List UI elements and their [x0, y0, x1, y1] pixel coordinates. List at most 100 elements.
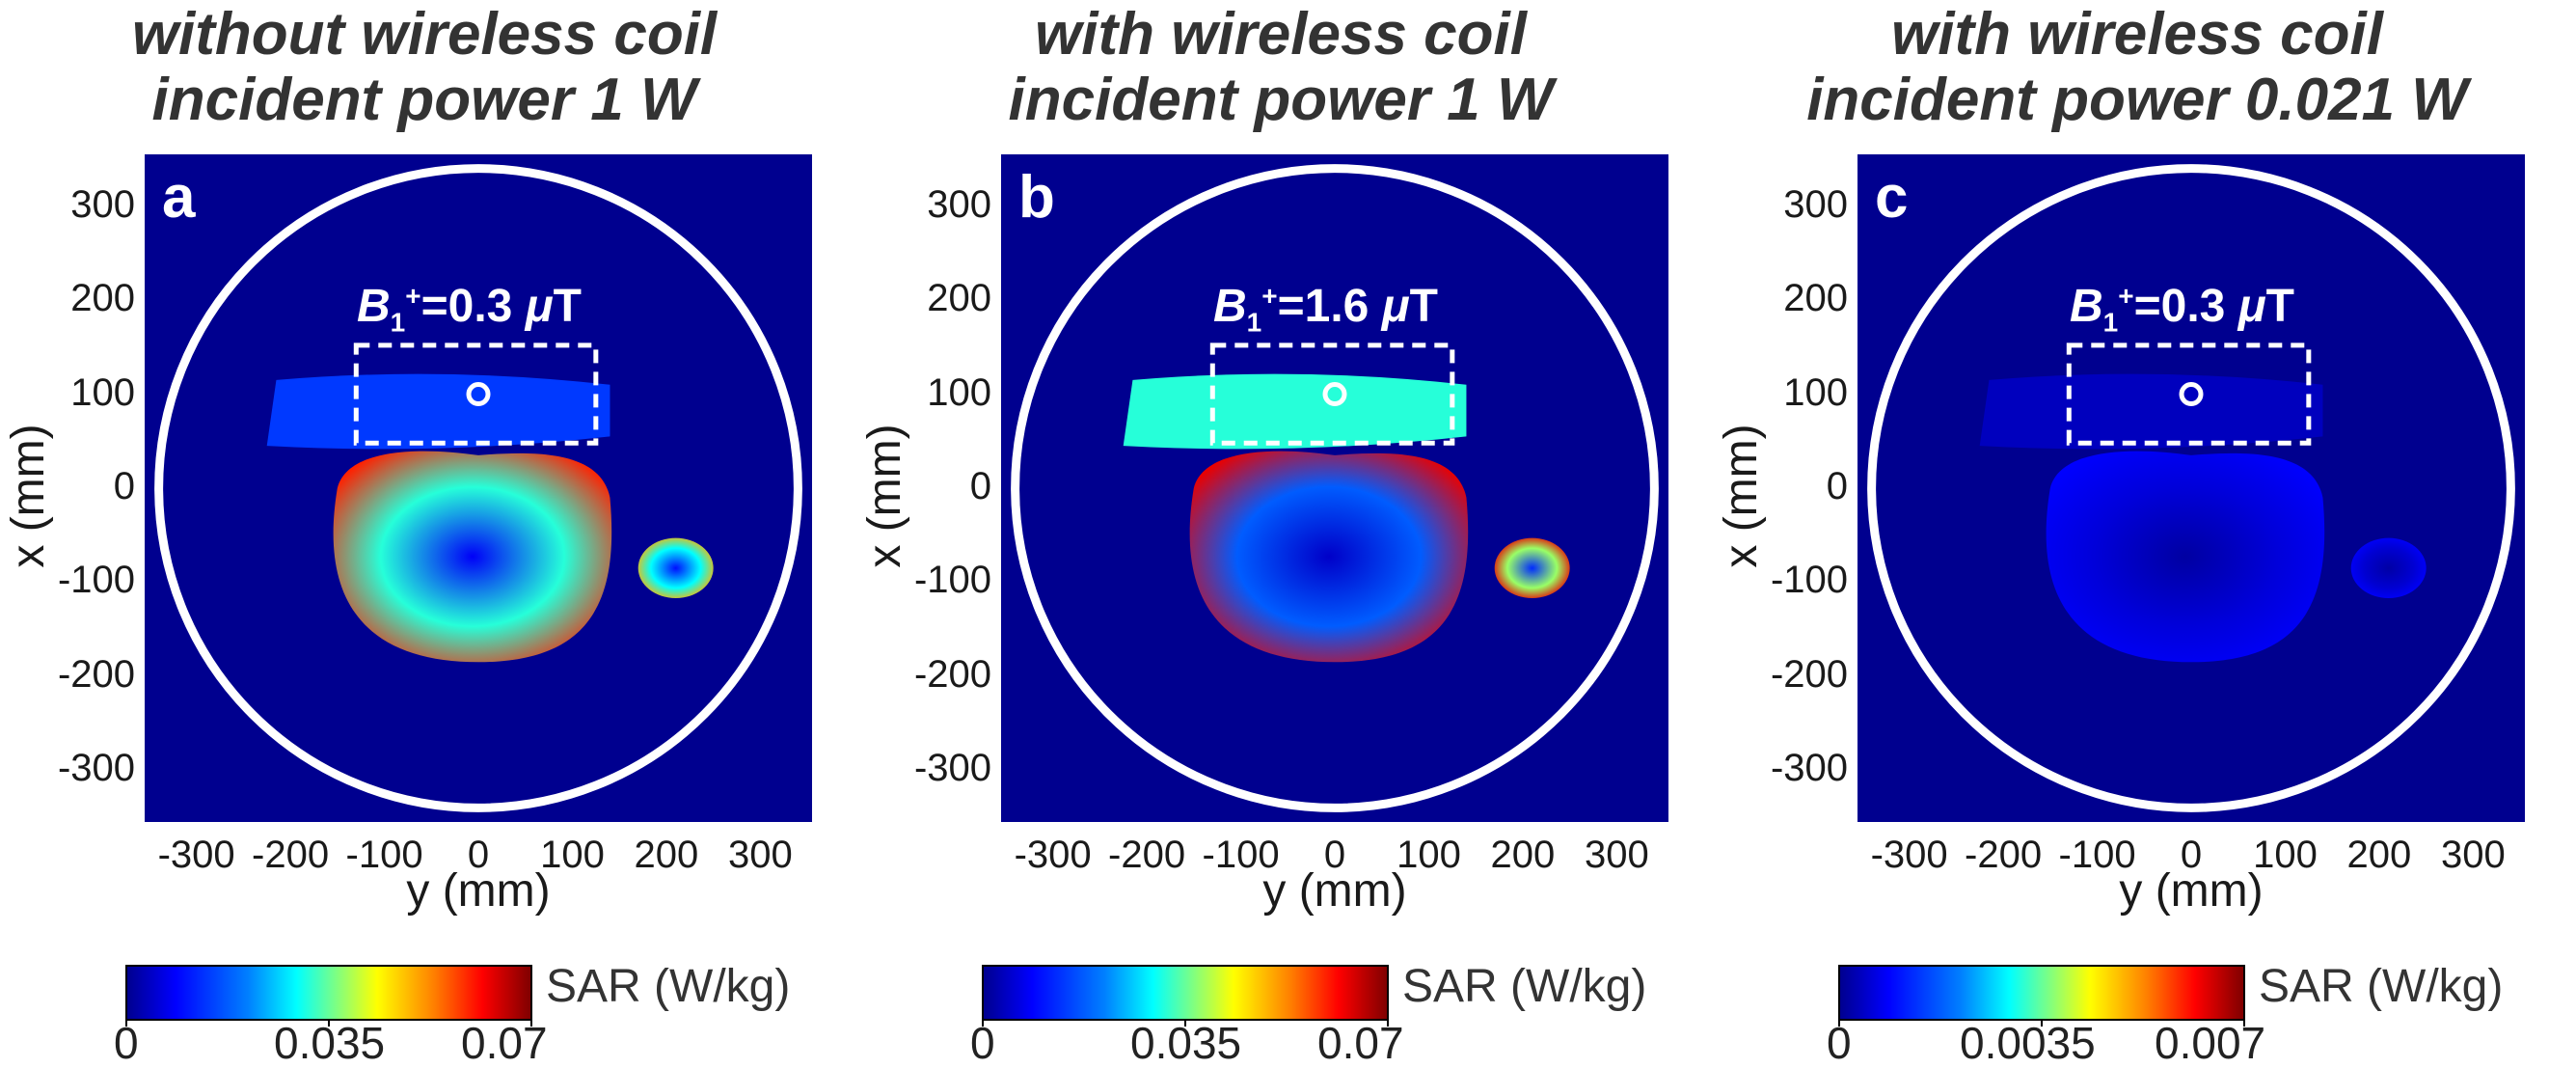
x-tick-label: -300	[1014, 834, 1092, 876]
colorbar-tick-mid: 0.035	[274, 1018, 386, 1068]
b1-symbol: B	[1213, 281, 1247, 332]
x-tick-label: 0	[2180, 834, 2203, 876]
b1-mu: μ	[525, 281, 554, 332]
y-tick-label: -300	[57, 747, 135, 790]
y-tick-label: -200	[1770, 652, 1848, 696]
roi-box	[1209, 342, 1455, 446]
title-line-2: incident power 1 W	[1008, 67, 1554, 133]
b1-unit: T	[1409, 281, 1438, 332]
y-tick-label: 100	[70, 370, 135, 414]
heatmap-plot: c B1+=0.3 μT	[1857, 154, 2525, 822]
b1-sub: 1	[2102, 307, 2119, 338]
colorbar-tick-mark	[530, 1019, 532, 1027]
torso-region	[333, 451, 612, 663]
x-tick-label: 200	[2346, 834, 2412, 876]
colorbar	[1838, 965, 2245, 1021]
x-tick-label: 100	[2253, 834, 2318, 876]
b1-annotation: B1+=0.3 μT	[357, 272, 582, 347]
b1-annotation: B1+=0.3 μT	[2070, 272, 2294, 347]
measurement-point	[466, 382, 491, 407]
y-tick-label: -200	[913, 652, 991, 696]
arm-region	[637, 537, 714, 599]
title-line-1: without wireless coil	[131, 1, 718, 68]
y-tick-label: 100	[1783, 370, 1848, 414]
b1-unit: T	[553, 281, 582, 332]
x-tick-label: 300	[1585, 834, 1649, 876]
y-tick-label: 200	[927, 277, 991, 320]
panel-c: with wireless coil incident power 0.021 …	[1713, 0, 2562, 1065]
x-tick-label: -200	[1108, 834, 1186, 876]
x-tick-label: -200	[252, 834, 330, 876]
colorbar-tick-min: 0	[970, 1018, 995, 1068]
b1-mu: μ	[1381, 281, 1410, 332]
heatmap-plot: a B1+=0.3 μT	[145, 154, 812, 822]
y-tick-label: 300	[927, 182, 991, 226]
y-tick-label: -100	[1770, 559, 1848, 602]
y-tick-label: 100	[927, 370, 991, 414]
y-tick-label: 200	[1783, 277, 1848, 320]
phantom-outline	[1011, 164, 1659, 812]
y-tick-label: -100	[913, 559, 991, 602]
y-tick-label: 300	[70, 182, 135, 226]
x-tick-label: 100	[540, 834, 605, 876]
y-axis-label: x (mm)	[1716, 424, 1767, 568]
roi-box	[2066, 342, 2312, 446]
arm-region	[1494, 537, 1570, 599]
colorbar-tick-max: 0.07	[461, 1018, 548, 1068]
x-tick-label: 300	[2441, 834, 2506, 876]
x-tick-label: -300	[157, 834, 235, 876]
phantom-outline	[154, 164, 802, 812]
panel-title: without wireless coil incident power 1 W	[0, 2, 849, 133]
colorbar-tick-min: 0	[1827, 1018, 1852, 1068]
torso-region	[2046, 451, 2325, 663]
b1-value: =0.3	[2133, 281, 2238, 332]
x-tick-label: -200	[1965, 834, 2043, 876]
colorbar-tick-mid: 0.035	[1130, 1018, 1242, 1068]
panel-letter: a	[162, 164, 196, 231]
panel-title: with wireless coil incident power 0.021 …	[1713, 2, 2562, 133]
y-tick-label: 200	[70, 277, 135, 320]
title-line-1: with wireless coil	[1891, 1, 2383, 68]
colorbar-tick-mark	[982, 1019, 984, 1027]
title-line-1: with wireless coil	[1035, 1, 1527, 68]
x-axis-label: y (mm)	[2119, 865, 2264, 917]
y-tick-label: -300	[1770, 747, 1848, 790]
colorbar-tick-mark	[328, 1019, 330, 1027]
x-tick-label: -100	[1202, 834, 1280, 876]
title-line-2: incident power 1 W	[151, 67, 697, 133]
torso-region	[1189, 451, 1469, 663]
b1-symbol: B	[357, 281, 391, 332]
b1-sub: 1	[1246, 307, 1262, 338]
y-tick-label: -100	[57, 559, 135, 602]
colorbar-label: SAR (W/kg)	[2259, 961, 2504, 1012]
y-tick-label: 0	[1826, 465, 1848, 507]
panel-letter: b	[1018, 164, 1055, 231]
colorbar-tick-mark	[1184, 1019, 1186, 1027]
colorbar-tick-mid: 0.0035	[1960, 1018, 2096, 1068]
colorbar-tick-mark	[2243, 1019, 2245, 1027]
colorbar	[125, 965, 532, 1021]
chest-region	[1979, 373, 2323, 450]
colorbar-tick-max: 0.07	[1317, 1018, 1404, 1068]
y-tick-label: -300	[913, 747, 991, 790]
b1-unit: T	[2265, 281, 2294, 332]
roi-box	[353, 342, 599, 446]
colorbar-tick-max: 0.007	[2155, 1018, 2266, 1068]
colorbar	[982, 965, 1389, 1021]
chest-region	[1123, 373, 1467, 450]
colorbar-tick-mark	[2041, 1019, 2043, 1027]
x-tick-label: 200	[634, 834, 699, 876]
b1-sup: +	[1261, 281, 1278, 311]
colorbar-tick-min: 0	[114, 1018, 139, 1068]
measurement-point	[2179, 382, 2204, 407]
y-axis-label: x (mm)	[859, 424, 910, 568]
b1-sup: +	[2118, 281, 2134, 311]
panel-b: with wireless coil incident power 1 W x …	[856, 0, 1705, 1065]
x-tick-label: 100	[1396, 834, 1461, 876]
arm-region	[2350, 537, 2427, 599]
b1-annotation: B1+=1.6 μT	[1213, 272, 1438, 347]
colorbar-tick-mark	[1387, 1019, 1389, 1027]
b1-value: =0.3	[420, 281, 526, 332]
x-axis-label: y (mm)	[406, 865, 551, 917]
b1-mu: μ	[2237, 281, 2266, 332]
